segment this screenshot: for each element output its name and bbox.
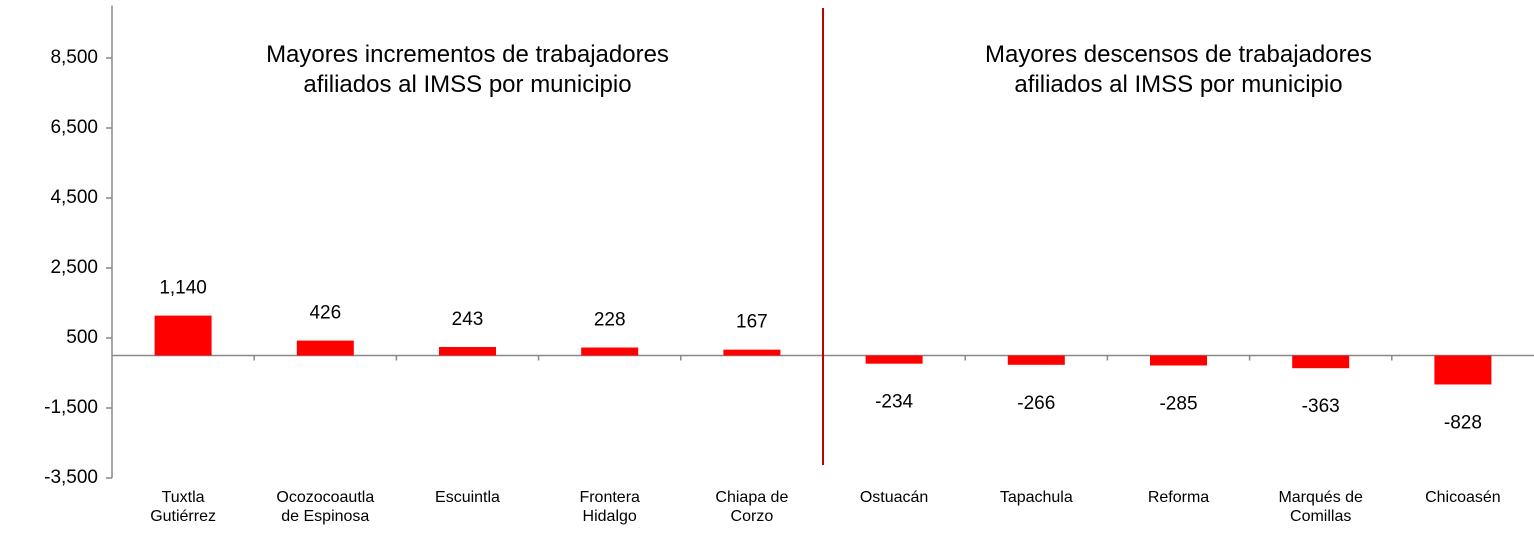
value-label: 426	[309, 303, 341, 324]
bar	[723, 349, 781, 356]
y-tick-label: 2,500	[50, 257, 98, 278]
value-label: -266	[1017, 393, 1055, 414]
value-label: -285	[1159, 393, 1197, 414]
value-label: -363	[1302, 396, 1340, 417]
y-tick-label: -1,500	[44, 397, 98, 418]
x-tick-label: Ostuacán	[859, 489, 929, 506]
x-tick-label: Ocozocoautla de Espinosa	[276, 489, 375, 525]
x-tick-label: Frontera Hidalgo	[579, 489, 640, 525]
panel-title: Mayores descensos de trabajadores afilia…	[985, 41, 1372, 98]
x-tick-label: Escuintla	[435, 489, 500, 506]
value-label: 167	[736, 312, 768, 333]
value-label: 228	[594, 310, 626, 331]
bar	[581, 347, 639, 356]
bar	[439, 346, 496, 356]
bar	[1150, 355, 1207, 366]
value-label: 1,140	[159, 278, 207, 299]
value-label: 243	[452, 309, 484, 330]
bar	[1007, 355, 1065, 365]
y-tick-label: -3,500	[44, 467, 98, 488]
y-tick-label: 500	[66, 327, 98, 348]
bar	[296, 340, 354, 356]
x-tick-label: Reforma	[1147, 489, 1210, 506]
bar	[1292, 355, 1350, 369]
bar	[154, 315, 212, 356]
panel-title: Mayores incrementos de trabajadores afil…	[266, 41, 669, 98]
bar	[865, 355, 923, 364]
value-label: -828	[1444, 412, 1482, 433]
y-tick-label: 4,500	[50, 187, 98, 208]
x-tick-label: Tapachula	[999, 489, 1073, 506]
y-tick-label: 8,500	[50, 47, 98, 68]
x-tick-label: Chiapa de Corzo	[715, 489, 789, 525]
x-tick-label: Marqués de Comillas	[1278, 489, 1363, 525]
x-tick-label: Tuxtla Gutiérrez	[150, 489, 216, 525]
y-tick-label: 6,500	[50, 117, 98, 138]
x-tick-label: Chicoasén	[1425, 489, 1501, 506]
bar	[1434, 355, 1492, 385]
value-label: -234	[875, 392, 913, 413]
